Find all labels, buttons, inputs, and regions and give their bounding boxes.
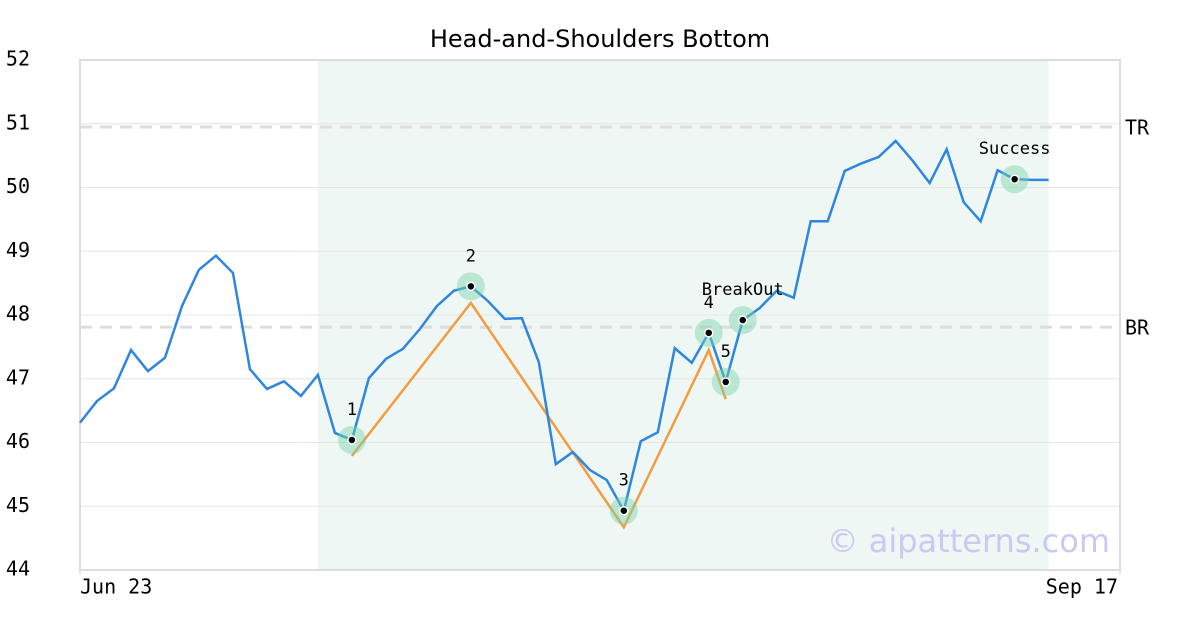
x-tick-label: Sep 17 [1046,575,1118,599]
point-label: 3 [619,471,629,491]
y-tick-label: 47 [6,365,30,389]
point-label: 2 [466,246,476,266]
x-tick-label: Jun 23 [80,575,152,599]
point-label: BreakOut [702,280,784,300]
y-tick-label: 51 [6,110,30,134]
y-tick-label: 44 [6,557,30,581]
point-marker [704,328,714,338]
watermark: © aipatterns.com [827,522,1110,560]
point-label: 4 [704,293,714,313]
point-marker [721,377,731,387]
price-line [79,139,1049,515]
point-marker [1009,174,1020,184]
y-tick-label: 48 [6,302,30,326]
pattern-line [350,300,727,530]
point-marker [737,315,748,325]
level-label: BR [1125,316,1150,340]
point-label: 1 [347,400,357,420]
point-label: 5 [721,342,731,362]
point-marker [619,505,629,516]
point-label: Success [979,139,1051,159]
y-tick-label: 49 [6,238,30,262]
y-tick-label: 45 [6,493,30,517]
y-tick-label: 52 [6,47,30,71]
y-tick-label: 50 [6,174,30,198]
point-marker [466,281,476,292]
point-marker [347,435,357,445]
plot-border [79,59,1121,571]
y-tick-label: 46 [6,429,30,453]
level-label: TR [1125,115,1150,139]
chart-title: Head-and-Shoulders Bottom [430,25,770,53]
